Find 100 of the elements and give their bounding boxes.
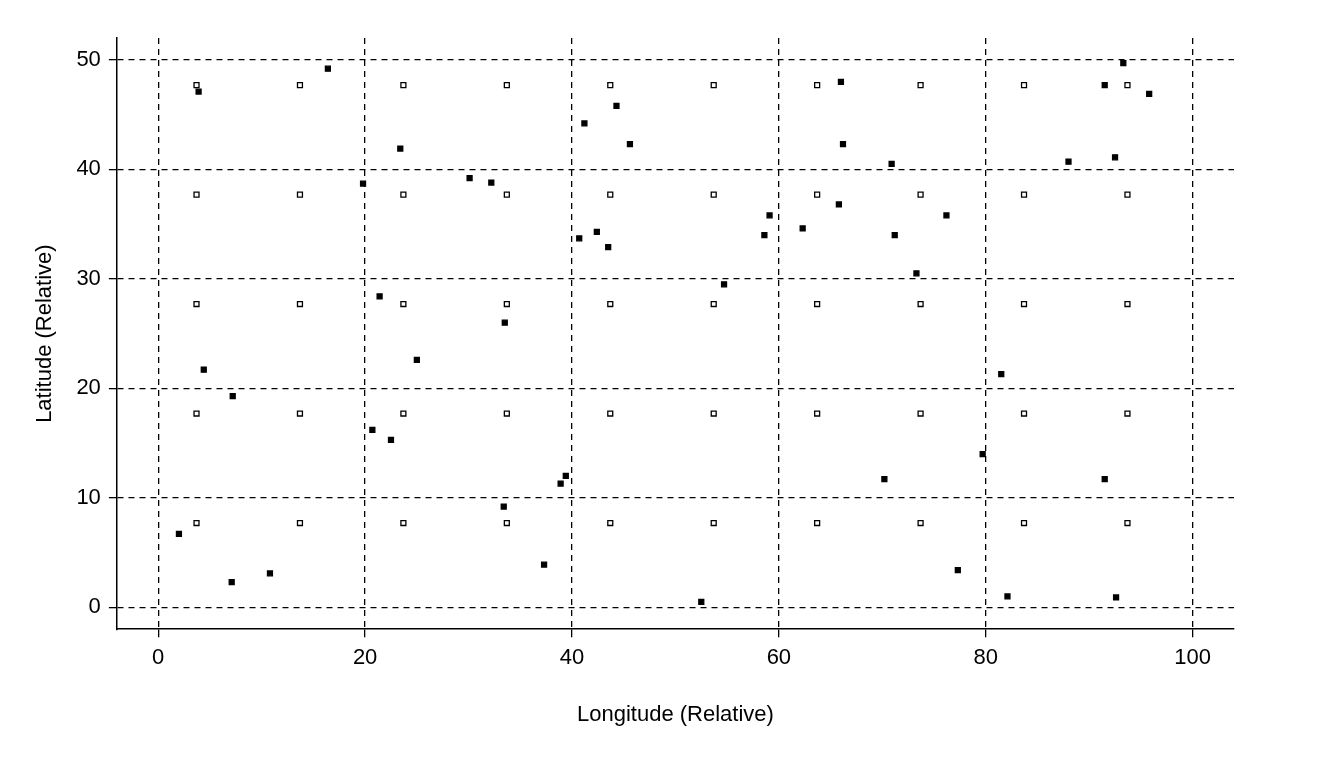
y-axis-title: Latitude (Relative) [31,244,57,423]
point [296,519,304,527]
point [917,519,924,527]
point [799,225,806,232]
point [200,366,207,373]
point [607,191,614,198]
point [710,410,717,417]
point [540,561,548,568]
point [501,319,508,326]
point [503,519,510,527]
point [1020,191,1028,198]
point [397,145,404,152]
point [891,231,898,239]
point [193,300,200,308]
point [193,519,200,527]
x-tick-label: 20 [352,644,378,670]
x-tick-label: 0 [152,644,165,670]
x-axis-title: Longitude (Relative) [576,700,774,726]
point [698,598,705,605]
point [228,579,235,586]
point [266,570,274,577]
point [175,530,183,538]
point [607,519,614,527]
point [1065,158,1072,165]
point [761,231,768,239]
y-tick-label: 40 [76,155,101,181]
point [413,356,420,363]
point [296,81,304,89]
point [562,472,569,480]
point [195,88,202,95]
point [576,235,583,242]
point [917,410,924,417]
y-tick-label: 20 [76,374,101,400]
point [1020,81,1028,89]
point [607,81,614,89]
point [296,410,304,417]
point [607,300,614,308]
point [557,480,564,487]
x-tick-label: 100 [1174,644,1211,670]
point [376,293,383,300]
point [1111,154,1119,161]
point [1120,60,1127,67]
point [400,81,407,89]
point [710,519,717,527]
point [1124,410,1131,417]
point [710,191,717,198]
y-tick-label: 50 [76,45,101,71]
point [359,180,367,187]
x-tick-label: 80 [973,644,998,670]
point [1020,410,1028,417]
point [998,370,1005,378]
point [1101,81,1108,89]
point [913,270,920,277]
point [1124,300,1131,308]
point [193,81,200,89]
point [503,81,510,89]
point [888,160,895,168]
point [296,300,304,308]
point [954,566,961,574]
point [324,65,332,72]
point [296,191,304,198]
point [193,191,200,198]
point [1146,90,1153,97]
y-tick-label: 30 [76,264,101,290]
point [835,201,842,208]
x-tick-label: 40 [559,644,585,670]
point [593,228,600,235]
point [400,191,407,198]
point [839,141,847,148]
point [710,300,717,308]
point [387,436,395,443]
point [626,141,634,148]
point [917,81,924,89]
point [917,300,924,308]
point [400,410,407,417]
x-tick-label: 60 [766,644,792,670]
point [814,81,821,89]
point [814,300,821,308]
point [710,81,717,89]
point [500,503,507,510]
point [1020,519,1028,527]
point [605,243,612,251]
point [1020,300,1028,308]
point [503,300,510,308]
point [581,120,588,127]
point [814,191,821,198]
point [613,102,620,109]
point [979,450,986,458]
point [837,78,845,85]
point [466,175,473,182]
point [1124,191,1131,198]
point [369,426,376,434]
y-tick-label: 10 [76,483,101,509]
point [400,519,407,527]
point [766,212,773,219]
point [917,191,924,198]
point [503,410,510,417]
point [193,410,200,417]
point [881,476,888,483]
point [488,179,495,186]
